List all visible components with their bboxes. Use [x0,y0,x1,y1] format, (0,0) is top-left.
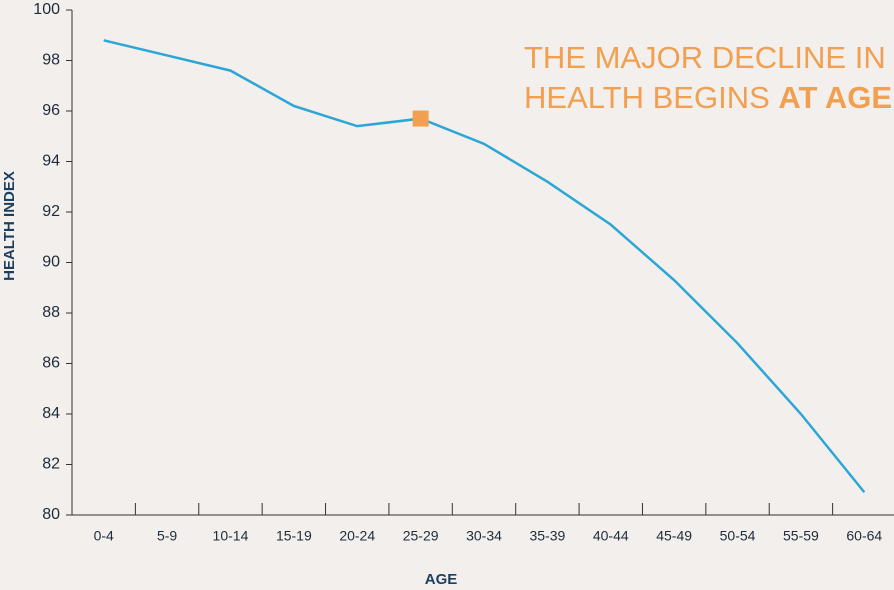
y-tick-label: 98 [42,52,60,69]
x-tick-label: 5-9 [157,528,177,544]
y-axis-title: HEALTH INDEX [1,171,18,281]
y-tick-label: 90 [42,254,60,271]
y-tick-label: 82 [42,456,60,473]
x-tick-label: 40-44 [593,528,629,544]
x-tick-label: 35-39 [529,528,565,544]
x-axis-title: AGE [425,571,458,588]
y-tick-label: 84 [42,405,60,422]
x-tick-label: 50-54 [720,528,756,544]
line [103,39,866,494]
y-tick-label: 88 [42,304,60,321]
y-tick-label: 96 [42,102,60,119]
annotation-line: HEALTH BEGINS [524,80,770,115]
x-tick-label: 30-34 [466,528,502,544]
x-tick-label: 60-64 [846,528,882,544]
x-tick-label: 0-4 [94,528,114,544]
highlight-marker [412,110,429,127]
x-tick-label: 15-19 [276,528,312,544]
annotation-line: THE MAJOR DECLINE IN [524,40,886,75]
x-tick-label: 25-29 [403,528,439,544]
x-tick-label: 45-49 [656,528,692,544]
y-tick-label: 100 [33,1,60,18]
x-tick-label: 55-59 [783,528,819,544]
x-tick-label: 10-14 [213,528,249,544]
annotation-line: HEALTH BEGINS AT AGE 27. [524,80,894,115]
y-tick-label: 86 [42,355,60,372]
y-tick-label: 94 [42,153,60,170]
y-tick-label: 80 [42,506,60,523]
x-tick-label: 20-24 [339,528,375,544]
y-tick-label: 92 [42,203,60,220]
annotation-emphasis: AT AGE 27. [778,80,894,115]
